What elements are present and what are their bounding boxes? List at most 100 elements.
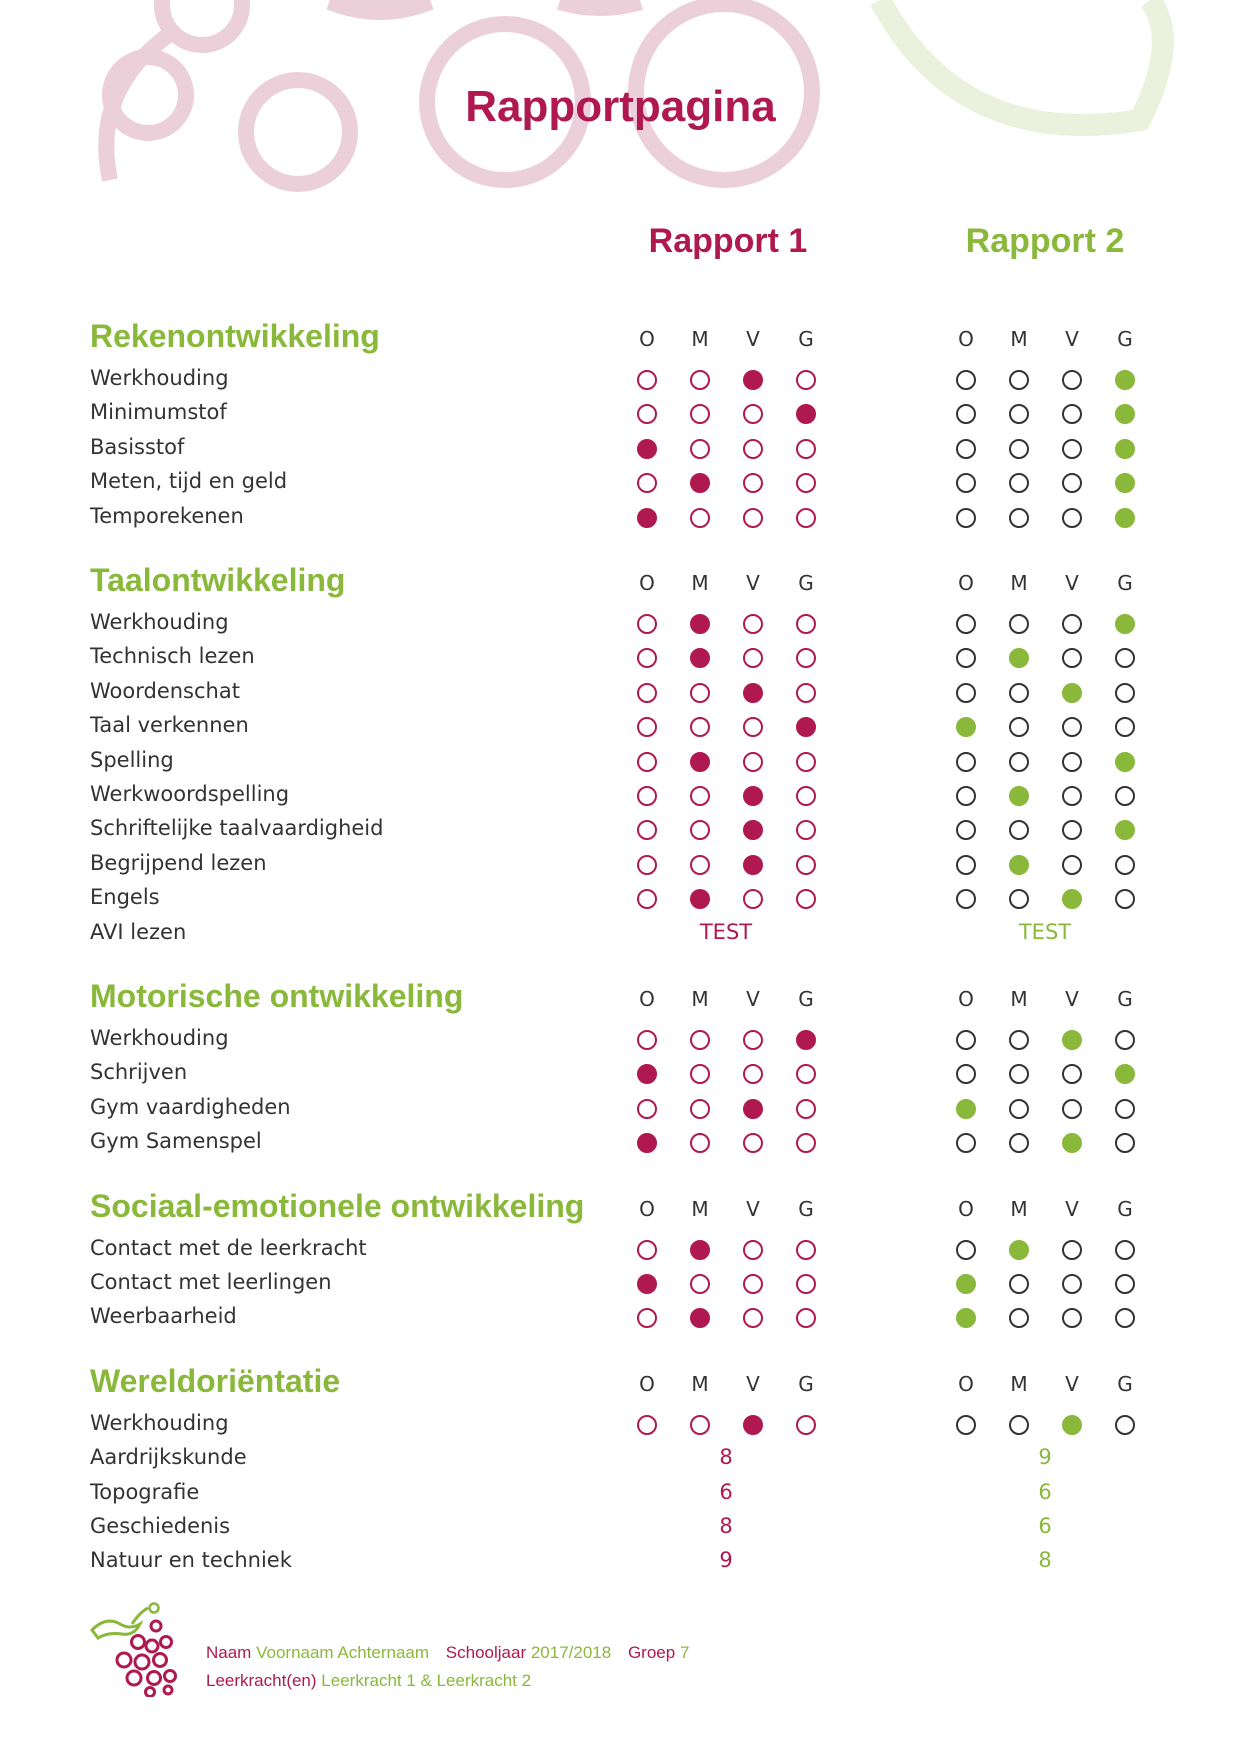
filled-rating-circle-icon [1062, 1414, 1082, 1435]
empty-rating-circle-icon [1115, 1133, 1135, 1154]
filled-rating-circle-icon [690, 751, 710, 772]
empty-rating-circle-icon [1062, 751, 1082, 772]
rating-letter-r1: M [691, 1196, 709, 1221]
section-title: Rekenontwikkeling [90, 318, 380, 354]
filled-rating-circle-icon [1115, 1064, 1135, 1085]
filled-rating-circle-icon [690, 1308, 710, 1329]
empty-rating-circle-icon [1115, 717, 1135, 738]
empty-rating-circle-icon [796, 751, 816, 772]
empty-rating-circle-icon [956, 1030, 976, 1050]
empty-rating-circle-icon [1009, 370, 1029, 390]
row-label: Gym vaardigheden [90, 1094, 291, 1119]
empty-rating-circle-icon [1009, 614, 1029, 634]
empty-rating-circle-icon [1062, 648, 1082, 669]
footer-teacher-line: Leerkracht(en) Leerkracht 1 & Leerkracht… [206, 1671, 531, 1691]
filled-rating-circle-icon [796, 1030, 816, 1050]
rating-letter-r1: M [691, 1371, 709, 1396]
rating-letter-r1: O [639, 1371, 655, 1396]
empty-rating-circle-icon [690, 682, 710, 703]
filled-rating-circle-icon [637, 507, 657, 528]
row-label: Contact met de leerkracht [90, 1235, 367, 1260]
empty-rating-circle-icon [1115, 1274, 1135, 1294]
empty-rating-circle-icon [743, 717, 763, 738]
empty-rating-circle-icon [796, 854, 816, 875]
empty-rating-circle-icon [1009, 473, 1029, 494]
r1-text-value: 6 [719, 1479, 733, 1504]
rating-letter-r1: O [639, 327, 655, 351]
filled-rating-circle-icon [1062, 1030, 1082, 1050]
empty-rating-circle-icon [1009, 682, 1029, 703]
empty-rating-circle-icon [743, 507, 763, 528]
empty-rating-circle-icon [637, 854, 657, 875]
empty-rating-circle-icon [1062, 717, 1082, 738]
empty-rating-circle-icon [1115, 1239, 1135, 1260]
empty-rating-circle-icon [1115, 1030, 1135, 1050]
empty-rating-circle-icon [1009, 717, 1029, 738]
section-title: Taalontwikkeling [90, 562, 346, 598]
empty-rating-circle-icon [1009, 1274, 1029, 1294]
row-label: Taal verkennen [90, 713, 249, 738]
empty-rating-circle-icon [690, 1274, 710, 1294]
empty-rating-circle-icon [1062, 438, 1082, 459]
filled-rating-circle-icon [637, 1133, 657, 1154]
footer-naam-value: Voornaam Achternaam [256, 1643, 430, 1662]
empty-rating-circle-icon [1062, 1098, 1082, 1119]
filled-rating-circle-icon [1115, 370, 1135, 390]
decorative-circles [98, 0, 1174, 192]
row-label: Werkhouding [90, 610, 229, 634]
footer-groep-label: Groep [627, 1643, 676, 1662]
row-label: Engels [90, 885, 160, 910]
empty-rating-circle-icon [690, 1098, 710, 1119]
row-label: Geschiedenis [90, 1514, 231, 1538]
empty-rating-circle-icon [1009, 1064, 1029, 1085]
empty-rating-circle-icon [743, 1239, 763, 1260]
empty-rating-circle-icon [1115, 889, 1135, 910]
filled-rating-circle-icon [796, 404, 816, 425]
filled-rating-circle-icon [956, 717, 976, 738]
empty-rating-circle-icon [956, 1133, 976, 1154]
empty-rating-circle-icon [690, 1064, 710, 1085]
empty-rating-circle-icon [637, 820, 657, 841]
row-label: Werkhouding [90, 1026, 229, 1050]
rating-letter-r2: G [1117, 571, 1133, 595]
rating-letter-r1: M [691, 327, 709, 351]
empty-rating-circle-icon [743, 1274, 763, 1294]
empty-rating-circle-icon [1115, 682, 1135, 703]
rating-letter-r2: O [958, 327, 974, 351]
row-label: Weerbaarheid [90, 1304, 237, 1329]
empty-rating-circle-icon [1062, 473, 1082, 494]
rating-letter-r2: G [1117, 1371, 1133, 1396]
empty-rating-circle-icon [1062, 370, 1082, 390]
filled-rating-circle-icon [1009, 1239, 1029, 1260]
empty-rating-circle-icon [1009, 1308, 1029, 1329]
r2-text-value: TEST [1018, 919, 1072, 944]
row-label: Begrijpend lezen [90, 850, 267, 875]
filled-rating-circle-icon [690, 614, 710, 634]
empty-rating-circle-icon [743, 438, 763, 459]
empty-rating-circle-icon [637, 1414, 657, 1435]
filled-rating-circle-icon [637, 1274, 657, 1294]
rating-letter-r2: V [1065, 1196, 1079, 1221]
empty-rating-circle-icon [1062, 820, 1082, 841]
empty-rating-circle-icon [796, 889, 816, 910]
empty-rating-circle-icon [1009, 1133, 1029, 1154]
empty-rating-circle-icon [690, 786, 710, 806]
filled-rating-circle-icon [743, 786, 763, 806]
empty-rating-circle-icon [1115, 854, 1135, 875]
empty-rating-circle-icon [796, 1064, 816, 1085]
empty-rating-circle-icon [637, 717, 657, 738]
empty-rating-circle-icon [1062, 854, 1082, 875]
footer-leerkracht-value: Leerkracht 1 & Leerkracht 2 [321, 1671, 532, 1690]
row-label: Topografie [90, 1479, 200, 1504]
section-title: Wereldoriëntatie [90, 1362, 341, 1399]
empty-rating-circle-icon [637, 889, 657, 910]
empty-rating-circle-icon [796, 614, 816, 634]
empty-rating-circle-icon [1009, 751, 1029, 772]
r2-text-value: 6 [1038, 1514, 1052, 1538]
filled-rating-circle-icon [743, 682, 763, 703]
empty-rating-circle-icon [1062, 1239, 1082, 1260]
rating-letter-r2: O [958, 1196, 974, 1221]
rating-letter-r1: V [746, 1371, 760, 1396]
r2-text-value: 9 [1038, 1445, 1052, 1470]
row-label: Minimumstof [90, 400, 227, 425]
